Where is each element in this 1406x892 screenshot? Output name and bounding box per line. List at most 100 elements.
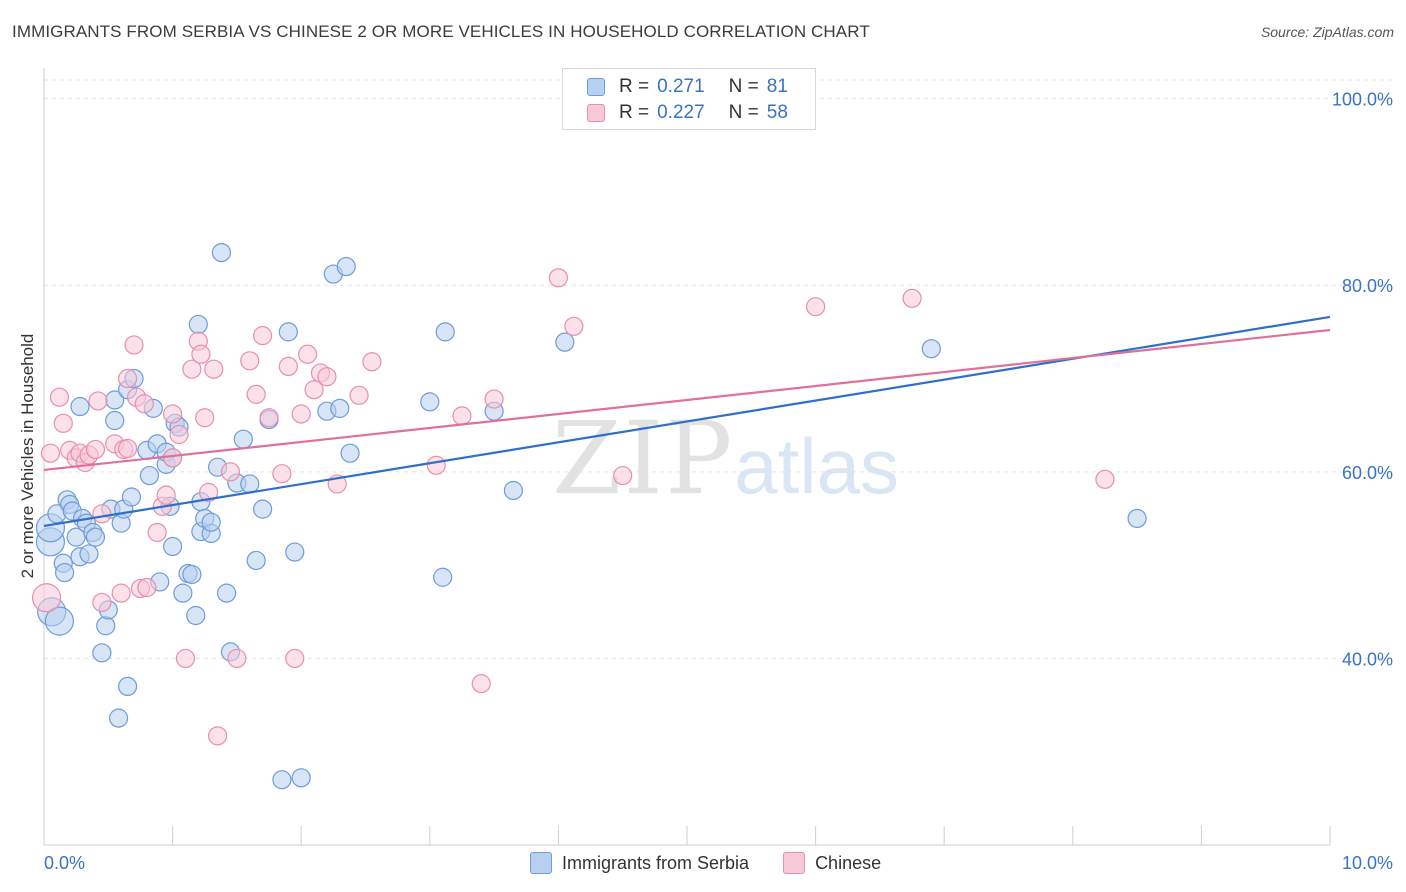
chinese-point — [220, 462, 241, 482]
chinese-point — [31, 583, 62, 613]
chinese-point — [182, 359, 202, 379]
serbia-point — [121, 487, 142, 507]
serbia-point — [105, 410, 125, 431]
chinese-point — [484, 389, 504, 409]
chinese-point — [613, 465, 633, 486]
chinese-point — [240, 351, 260, 371]
y-tick-label: 60.0% — [1342, 463, 1393, 483]
serbia-swatch — [587, 78, 605, 96]
chinese-point — [208, 726, 228, 746]
serbia-point — [217, 583, 237, 603]
serbia-point — [186, 605, 206, 626]
serbia-trend-line — [43, 315, 1331, 528]
chinese-n-value: 58 — [766, 102, 788, 123]
chinese-r-label: R = — [619, 102, 650, 123]
chinese-point — [259, 408, 279, 428]
chinese-point — [426, 455, 446, 475]
chinese-point — [92, 592, 112, 613]
chinese-point — [156, 485, 176, 505]
source-label: Source: ZipAtlas.com — [1260, 24, 1394, 40]
chinese-point — [191, 344, 211, 364]
serbia-point — [44, 606, 75, 636]
legend-row-chinese: R = 0.227 N = 58 — [587, 100, 788, 126]
chinese-point — [452, 406, 472, 426]
chinese-point — [117, 438, 138, 459]
serbia-point — [1127, 508, 1147, 529]
y-tick-label: 80.0% — [1342, 276, 1393, 296]
trend-layer — [43, 315, 1331, 528]
serbia-point — [420, 392, 440, 412]
legend-swatch-chinese — [783, 852, 806, 874]
chinese-point — [40, 443, 61, 463]
serbia-r-label: R = — [619, 76, 650, 97]
chinese-point — [195, 408, 215, 428]
serbia-point — [182, 564, 202, 585]
serbia-point — [92, 643, 112, 663]
chinese-point — [362, 352, 382, 372]
chinese-swatch — [587, 104, 605, 122]
chinese-point — [88, 391, 108, 411]
serbia-point — [921, 339, 941, 359]
chinese-point — [92, 504, 112, 524]
chinese-point — [227, 648, 247, 669]
chinese-point — [163, 404, 183, 424]
chinese-point — [548, 268, 569, 288]
serbia-point — [85, 527, 106, 547]
chinese-n-label: N = — [728, 102, 759, 123]
chinese-point — [1095, 469, 1115, 489]
chinese-point — [471, 674, 491, 694]
chinese-point — [272, 464, 292, 484]
chinese-point — [49, 387, 70, 407]
chinese-point — [278, 356, 298, 377]
chinese-point — [291, 404, 311, 424]
serbia-point — [139, 465, 160, 486]
legend-item-serbia: Immigrants from Serbia — [530, 852, 749, 874]
serbia-point — [340, 443, 360, 463]
serbia-point — [96, 616, 116, 636]
serbia-point — [336, 256, 356, 277]
serbia-point — [246, 550, 266, 571]
x-tick-label-max: 10.0% — [1342, 853, 1393, 873]
chinese-point — [137, 577, 157, 598]
serbia-point — [433, 567, 453, 587]
serbia-point — [555, 332, 575, 352]
chinese-point — [285, 648, 305, 669]
chinese-point — [317, 367, 337, 387]
chinese-point — [246, 384, 266, 404]
chinese-point — [199, 482, 219, 502]
legend-label-chinese: Chinese — [815, 852, 882, 873]
serbia-point — [272, 770, 292, 790]
chinese-point — [163, 448, 183, 468]
serbia-point — [79, 544, 99, 564]
chinese-point — [298, 344, 318, 364]
tick-label-layer: 40.0% 60.0% 80.0% 100.0% 0.0% 10.0% — [44, 90, 1393, 873]
serbia-n-value: 81 — [766, 76, 788, 97]
serbia-r-value: 0.271 — [657, 76, 705, 97]
chinese-point — [902, 288, 922, 308]
serbia-point — [253, 499, 273, 519]
axis-layer — [43, 68, 1331, 846]
serbia-point — [330, 398, 350, 418]
serbia-point — [54, 562, 75, 583]
chinese-point — [85, 439, 106, 460]
chinese-point — [169, 424, 189, 445]
serbia-point — [201, 512, 221, 532]
chinese-point — [175, 648, 196, 669]
serbia-point — [285, 542, 305, 562]
chinese-point — [204, 359, 224, 379]
legend-swatch-serbia — [530, 852, 552, 874]
x-tick-label-min: 0.0% — [44, 853, 85, 873]
chinese-point — [805, 297, 826, 317]
serbia-point — [108, 708, 129, 728]
chinese-point — [349, 385, 369, 405]
chinese-point — [124, 335, 144, 355]
chinese-r-value: 0.227 — [657, 102, 705, 123]
serbia-point — [173, 583, 193, 603]
chinese-point — [117, 368, 138, 389]
serbia-point — [233, 429, 253, 449]
chart-title: IMMIGRANTS FROM SERBIA VS CHINESE 2 OR M… — [12, 22, 870, 41]
watermark-atlas: atlas — [734, 422, 900, 510]
chinese-point — [147, 522, 167, 543]
series-legend: Immigrants from Serbia Chinese — [530, 852, 915, 874]
